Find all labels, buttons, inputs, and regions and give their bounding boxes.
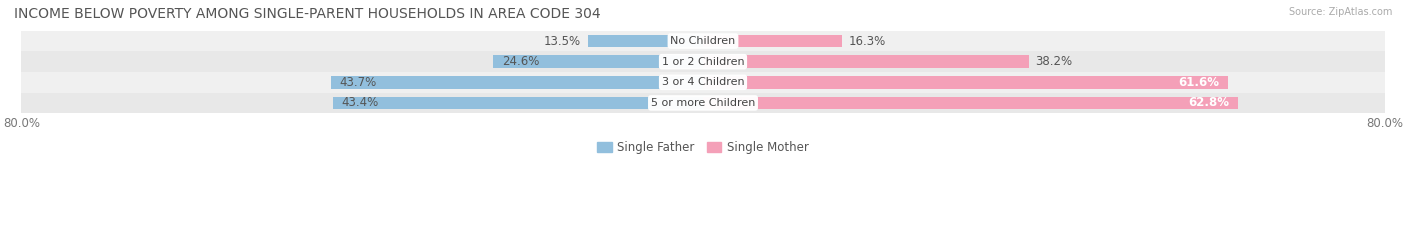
Bar	[703, 76, 1227, 89]
Bar	[333, 96, 703, 109]
Bar	[330, 76, 703, 89]
Text: 13.5%: 13.5%	[544, 34, 581, 48]
Bar	[21, 72, 1385, 93]
Legend: Single Father, Single Mother: Single Father, Single Mother	[593, 136, 813, 158]
Bar	[21, 93, 1385, 113]
Text: 16.3%: 16.3%	[849, 34, 886, 48]
Bar	[703, 96, 1239, 109]
Bar	[21, 51, 1385, 72]
Text: 1 or 2 Children: 1 or 2 Children	[662, 57, 744, 67]
Text: 24.6%: 24.6%	[502, 55, 540, 68]
Text: No Children: No Children	[671, 36, 735, 46]
Text: Source: ZipAtlas.com: Source: ZipAtlas.com	[1288, 7, 1392, 17]
Text: 38.2%: 38.2%	[1035, 55, 1073, 68]
Bar	[588, 35, 703, 48]
Text: 61.6%: 61.6%	[1178, 76, 1219, 89]
Text: 43.4%: 43.4%	[342, 96, 380, 110]
Bar	[703, 35, 842, 48]
Text: INCOME BELOW POVERTY AMONG SINGLE-PARENT HOUSEHOLDS IN AREA CODE 304: INCOME BELOW POVERTY AMONG SINGLE-PARENT…	[14, 7, 600, 21]
Text: 62.8%: 62.8%	[1188, 96, 1230, 110]
Text: 5 or more Children: 5 or more Children	[651, 98, 755, 108]
Bar	[21, 31, 1385, 51]
Text: 3 or 4 Children: 3 or 4 Children	[662, 77, 744, 87]
Bar	[494, 55, 703, 68]
Bar	[703, 55, 1029, 68]
Text: 43.7%: 43.7%	[339, 76, 377, 89]
